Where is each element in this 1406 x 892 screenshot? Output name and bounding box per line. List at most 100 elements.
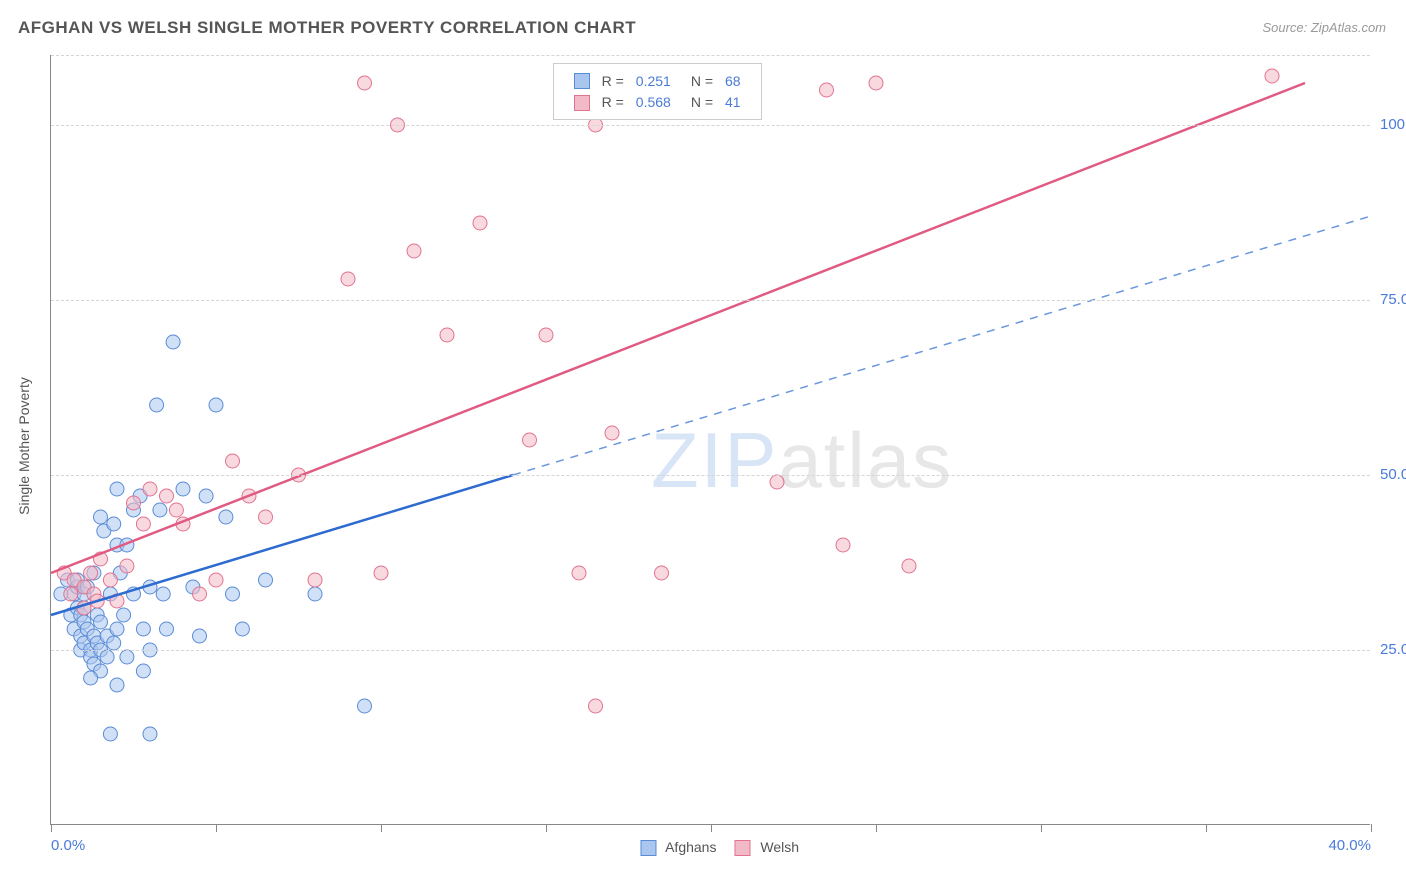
- data-point: [374, 566, 388, 580]
- series-legend: Afghans Welsh: [622, 839, 799, 856]
- data-point: [143, 482, 157, 496]
- data-point: [605, 426, 619, 440]
- data-point: [820, 83, 834, 97]
- data-point: [341, 272, 355, 286]
- data-point: [226, 454, 240, 468]
- data-point: [308, 587, 322, 601]
- data-point: [523, 433, 537, 447]
- plot-area: ZIPatlas R =0.251N =68R =0.568N =41 Afgh…: [50, 55, 1370, 825]
- data-point: [143, 727, 157, 741]
- data-point: [308, 573, 322, 587]
- data-point: [136, 664, 150, 678]
- data-point: [110, 678, 124, 692]
- data-point: [259, 573, 273, 587]
- legend-series-label: Afghans: [662, 839, 717, 855]
- n-value: 68: [719, 70, 747, 91]
- n-label: N =: [677, 70, 719, 91]
- x-tick: [51, 824, 52, 832]
- r-label: R =: [596, 70, 630, 91]
- gridline-y: [51, 55, 1370, 56]
- data-point: [902, 559, 916, 573]
- n-label: N =: [677, 91, 719, 112]
- data-point: [473, 216, 487, 230]
- data-point: [655, 566, 669, 580]
- y-tick-label: 75.0%: [1380, 291, 1406, 308]
- data-point: [209, 573, 223, 587]
- data-point: [572, 566, 586, 580]
- data-point: [64, 587, 78, 601]
- legend-swatch: [734, 840, 750, 856]
- gridline-y: [51, 475, 1370, 476]
- data-point: [84, 566, 98, 580]
- x-tick-label: 40.0%: [1328, 837, 1371, 854]
- data-point: [169, 503, 183, 517]
- y-tick-label: 100.0%: [1380, 116, 1406, 133]
- data-point: [136, 622, 150, 636]
- trend-line: [51, 83, 1305, 573]
- data-point: [836, 538, 850, 552]
- data-point: [259, 510, 273, 524]
- source-attribution: Source: ZipAtlas.com: [1262, 20, 1386, 35]
- data-point: [156, 587, 170, 601]
- x-tick: [876, 824, 877, 832]
- stats-legend-row: R =0.251N =68: [568, 70, 747, 91]
- y-tick-label: 25.0%: [1380, 641, 1406, 658]
- stats-legend-box: R =0.251N =68R =0.568N =41: [553, 63, 762, 120]
- data-point: [166, 335, 180, 349]
- data-point: [199, 489, 213, 503]
- data-point: [117, 608, 131, 622]
- data-point: [107, 636, 121, 650]
- r-label: R =: [596, 91, 630, 112]
- data-point: [539, 328, 553, 342]
- data-point: [150, 398, 164, 412]
- data-point: [226, 587, 240, 601]
- data-point: [110, 622, 124, 636]
- data-point: [120, 559, 134, 573]
- data-point: [103, 727, 117, 741]
- legend-series-label: Welsh: [756, 839, 799, 855]
- data-point: [869, 76, 883, 90]
- n-value: 41: [719, 91, 747, 112]
- data-point: [176, 482, 190, 496]
- x-tick-label: 0.0%: [51, 837, 85, 854]
- stats-legend-row: R =0.568N =41: [568, 91, 747, 112]
- data-point: [107, 517, 121, 531]
- data-point: [84, 671, 98, 685]
- legend-swatch: [640, 840, 656, 856]
- gridline-y: [51, 650, 1370, 651]
- data-point: [193, 587, 207, 601]
- data-point: [219, 510, 233, 524]
- r-value: 0.568: [630, 91, 677, 112]
- data-point: [136, 517, 150, 531]
- x-tick: [1041, 824, 1042, 832]
- data-point: [110, 482, 124, 496]
- legend-swatch: [574, 95, 590, 111]
- data-point: [440, 328, 454, 342]
- data-point: [1265, 69, 1279, 83]
- data-point: [103, 573, 117, 587]
- x-tick: [1206, 824, 1207, 832]
- data-point: [589, 699, 603, 713]
- data-point: [100, 650, 114, 664]
- data-point: [160, 489, 174, 503]
- data-point: [770, 475, 784, 489]
- legend-swatch: [574, 73, 590, 89]
- data-point: [153, 503, 167, 517]
- data-point: [160, 622, 174, 636]
- data-point: [358, 76, 372, 90]
- y-axis-label: Single Mother Poverty: [16, 377, 32, 515]
- data-point: [209, 398, 223, 412]
- data-point: [235, 622, 249, 636]
- x-tick: [546, 824, 547, 832]
- trend-line-dashed: [513, 216, 1371, 475]
- plot-svg: [51, 55, 1370, 824]
- x-tick: [711, 824, 712, 832]
- x-tick: [1371, 824, 1372, 832]
- data-point: [127, 496, 141, 510]
- data-point: [94, 615, 108, 629]
- data-point: [94, 510, 108, 524]
- data-point: [358, 699, 372, 713]
- y-tick-label: 50.0%: [1380, 466, 1406, 483]
- x-tick: [216, 824, 217, 832]
- data-point: [407, 244, 421, 258]
